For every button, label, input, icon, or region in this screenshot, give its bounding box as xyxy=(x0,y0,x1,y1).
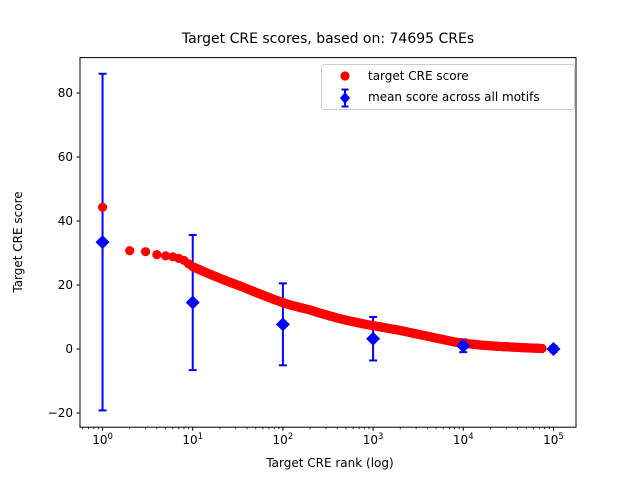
mean-diamond xyxy=(546,341,561,356)
y-tick-label: 60 xyxy=(58,150,73,164)
y-tick-label: 80 xyxy=(58,86,73,100)
x-tick-label: 105 xyxy=(543,432,564,447)
chart-title: Target CRE scores, based on: 74695 CREs xyxy=(181,31,474,47)
x-tick-label: 100 xyxy=(92,432,113,447)
mean-diamond xyxy=(275,317,290,332)
target-series-group xyxy=(97,202,547,354)
mean-diamond xyxy=(185,295,200,310)
x-tick-label: 101 xyxy=(182,432,203,447)
mean-series-group xyxy=(95,235,561,356)
y-tick-label: −20 xyxy=(48,406,73,420)
mean-diamond xyxy=(95,235,110,250)
target-dot xyxy=(152,249,162,260)
y-tick-label: 40 xyxy=(58,214,73,228)
legend: target CRE score mean score across all m… xyxy=(321,64,575,110)
x-tick-label: 102 xyxy=(273,432,294,447)
x-axis-label: Target CRE rank (log) xyxy=(265,456,393,470)
x-tick-label: 103 xyxy=(363,432,384,447)
legend-label-target: target CRE score xyxy=(368,68,469,83)
diamond-errorbar-marker-icon xyxy=(322,88,368,108)
target-dot xyxy=(160,251,171,261)
y-axis-label: Target CRE score xyxy=(11,191,25,293)
y-tick-label: 0 xyxy=(65,342,73,356)
mean-diamond xyxy=(366,331,381,346)
mean-diamond xyxy=(456,338,471,353)
target-dot xyxy=(140,247,151,257)
legend-label-mean: mean score across all motifs xyxy=(368,90,540,105)
legend-item-mean: mean score across all motifs xyxy=(322,87,574,108)
target-dot xyxy=(537,343,547,354)
target-dot xyxy=(97,202,108,212)
legend-item-target: target CRE score xyxy=(322,66,574,87)
x-tick-label: 104 xyxy=(453,432,474,447)
y-tick-label: 20 xyxy=(58,278,73,292)
mean-errorbars-group xyxy=(98,72,558,412)
target-dot xyxy=(125,246,135,256)
plot-frame xyxy=(79,57,577,428)
axes-frame-group: −20 0 20 40 60 80 100 101 102 103 104 105 xyxy=(48,57,577,447)
circle-marker-icon xyxy=(322,69,368,83)
